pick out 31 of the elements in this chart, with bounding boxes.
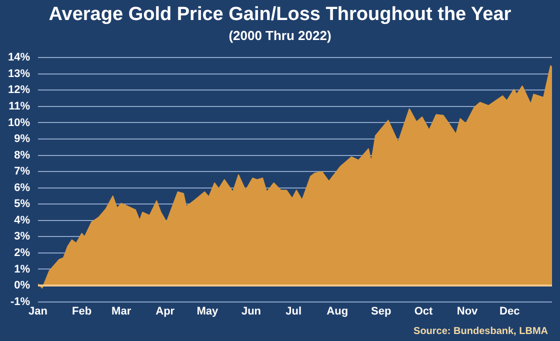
y-tick-label: 8%: [14, 149, 30, 162]
y-tick-label: 14%: [8, 52, 30, 64]
x-tick-label: Jun: [241, 305, 262, 318]
y-tick-label: 7%: [14, 166, 30, 178]
y-tick-label: 10%: [8, 116, 30, 129]
x-tick-label: Mar: [112, 305, 132, 318]
y-tick-label: 5%: [14, 198, 30, 210]
x-tick-label: Oct: [414, 305, 434, 318]
y-tick-label: 13%: [8, 68, 30, 80]
y-tick-label: -1%: [10, 296, 30, 308]
x-tick-label: Nov: [456, 305, 479, 318]
x-tick-label: Aug: [326, 305, 348, 318]
y-tick-label: 12%: [8, 84, 30, 96]
y-tick-label: 6%: [14, 182, 30, 194]
y-tick-label: 9%: [14, 133, 30, 146]
x-tick-label: Jan: [28, 305, 48, 318]
chart-title: Average Gold Price Gain/Loss Throughout the Year: [48, 3, 512, 26]
y-tick-label: 3%: [14, 230, 30, 243]
source-note: Source: Bundesbank, LBMA: [414, 326, 548, 337]
x-tick-label: Dec: [500, 305, 520, 318]
x-tick-label: Jul: [286, 305, 302, 318]
x-tick-label: Sep: [371, 305, 392, 318]
y-tick-label: 4%: [14, 214, 30, 226]
x-tick-label: May: [196, 305, 220, 318]
x-tick-label: Apr: [156, 305, 176, 318]
x-tick-label: Feb: [72, 305, 92, 318]
chart-subtitle: (2000 Thru 2022): [228, 28, 332, 43]
y-tick-label: 0%: [14, 280, 30, 292]
y-tick-label: 1%: [14, 263, 30, 276]
y-tick-label: 2%: [14, 246, 30, 259]
y-tick-label: 11%: [8, 100, 30, 112]
